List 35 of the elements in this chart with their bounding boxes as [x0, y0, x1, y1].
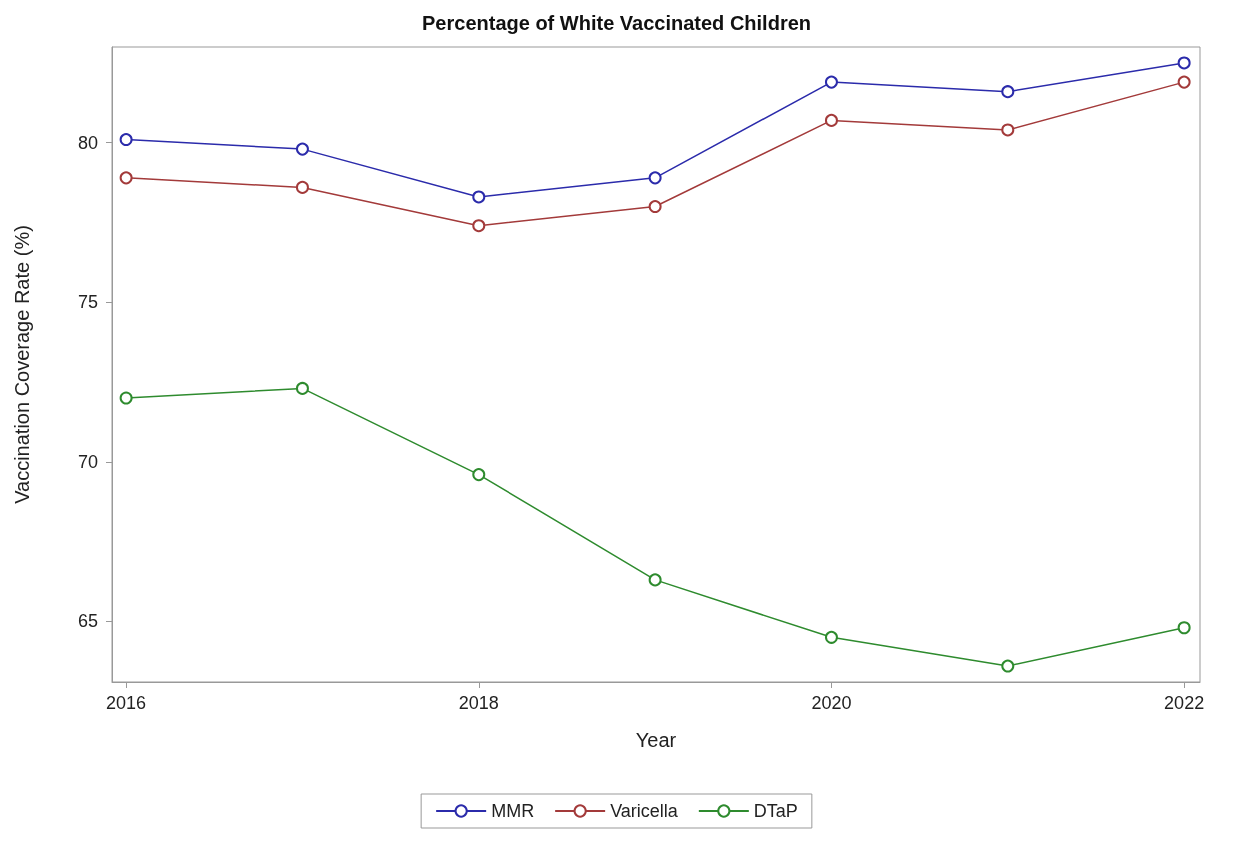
chart-title: Percentage of White Vaccinated Children — [422, 12, 811, 34]
x-tick-label: 2022 — [1164, 693, 1205, 713]
x-tick-label: 2020 — [811, 693, 852, 713]
point — [824, 75, 838, 89]
point — [295, 142, 309, 156]
point — [472, 468, 486, 482]
point — [472, 190, 486, 204]
point — [295, 381, 309, 395]
x-axis-title: Year — [635, 729, 677, 751]
point — [1177, 56, 1191, 70]
point — [119, 391, 133, 405]
point — [1001, 85, 1015, 99]
point — [119, 133, 133, 147]
point — [1177, 621, 1191, 635]
y-axis-title: Vaccination Coverage Rate (%) — [11, 225, 33, 504]
point — [824, 630, 838, 644]
legend-label: MMR — [491, 801, 535, 821]
x-tick-label: 2016 — [106, 693, 147, 713]
legend-label: Varicella — [610, 801, 679, 821]
point — [295, 180, 309, 194]
point — [1001, 123, 1015, 137]
point — [648, 171, 662, 185]
y-tick-label: 65 — [77, 611, 98, 632]
point — [1001, 659, 1015, 673]
point — [824, 113, 838, 127]
legend-label: DTaP — [753, 801, 798, 821]
x-tick-label: 2018 — [458, 693, 499, 713]
y-tick-label: 70 — [77, 451, 98, 472]
point — [1177, 75, 1191, 89]
point — [119, 171, 133, 185]
y-tick-label: 80 — [77, 132, 98, 153]
point — [648, 573, 662, 587]
y-tick-label: 75 — [77, 292, 98, 313]
point — [472, 219, 486, 233]
point — [648, 200, 662, 214]
